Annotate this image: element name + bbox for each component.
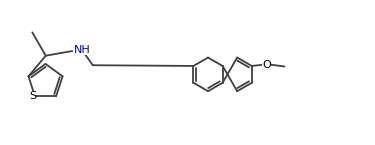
Text: NH: NH xyxy=(74,45,91,55)
Text: S: S xyxy=(29,91,36,101)
Text: O: O xyxy=(262,60,271,70)
